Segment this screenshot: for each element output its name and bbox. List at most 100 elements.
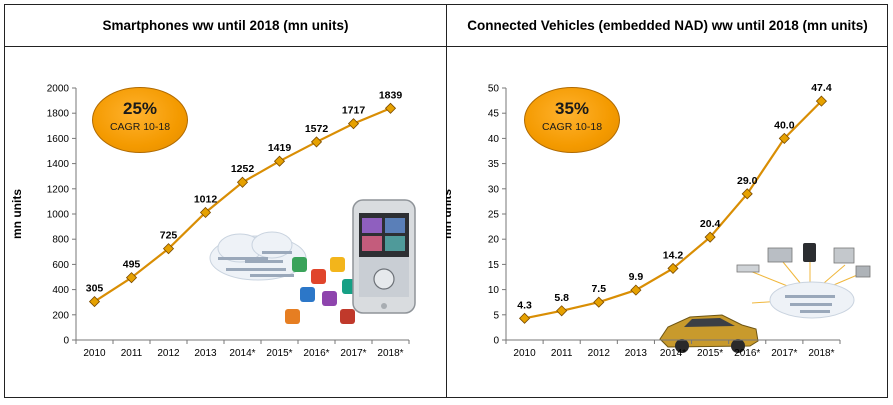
- y-tick-label: 50: [488, 84, 500, 95]
- data-label: 4.3: [517, 299, 532, 311]
- y-tick-label: 1400: [47, 159, 70, 170]
- screen-tile: [362, 218, 382, 233]
- cagr-value: 25%: [122, 99, 158, 118]
- x-tick-label: 2012: [588, 348, 611, 359]
- cloud-text-line: [785, 295, 835, 298]
- server-icon: [767, 247, 793, 263]
- data-label: 7.5: [591, 283, 606, 295]
- x-tick-label: 2010: [513, 348, 536, 359]
- x-tick-label: 2017*: [771, 348, 797, 359]
- data-point-marker: [667, 262, 679, 274]
- smartphone-cloud-illustration: [209, 199, 416, 324]
- device-icon: [855, 265, 871, 278]
- data-point-marker: [236, 176, 249, 188]
- data-point-marker: [199, 206, 212, 219]
- cagr-value: 35%: [554, 99, 590, 118]
- data-point-marker: [125, 272, 138, 284]
- data-label: 1252: [231, 163, 255, 175]
- y-tick-label: 15: [488, 260, 500, 271]
- y-tick-label: 5: [493, 310, 499, 321]
- y-tick-label: 800: [52, 235, 69, 246]
- x-tick-label: 2015*: [697, 348, 723, 359]
- screen-tile: [385, 236, 405, 251]
- data-point-marker: [310, 136, 323, 148]
- data-point-marker: [347, 118, 360, 130]
- screen-tile: [385, 218, 405, 233]
- data-label: 725: [160, 230, 178, 242]
- x-tick-label: 2014*: [660, 348, 686, 359]
- data-point-marker: [88, 296, 101, 308]
- app-icon: [292, 257, 307, 272]
- app-icon: [322, 291, 337, 306]
- app-icon: [340, 309, 355, 324]
- panel-divider: [446, 4, 447, 398]
- phone-icon: [803, 243, 816, 262]
- cagr-label: CAGR 10-18: [109, 121, 171, 133]
- chart-title-connected-vehicles: Connected Vehicles (embedded NAD) ww unt…: [467, 18, 868, 33]
- cloud-text-line: [218, 257, 268, 260]
- y-axis-title: mn units: [10, 189, 24, 239]
- data-label: 5.8: [554, 292, 569, 304]
- y-tick-label: 20: [488, 235, 500, 246]
- computer-icon: [833, 247, 855, 264]
- cagr-label: CAGR 10-18: [541, 121, 603, 133]
- x-tick-label: 2017*: [340, 348, 366, 359]
- x-tick-label: 2010: [83, 348, 106, 359]
- connected-car-illustration: [659, 243, 871, 353]
- cloud-text-line: [250, 274, 294, 277]
- app-icon: [300, 287, 315, 302]
- y-tick-label: 600: [52, 260, 69, 271]
- x-tick-label: 2011: [551, 348, 573, 359]
- y-tick-label: 2000: [47, 84, 70, 95]
- data-label: 305: [86, 283, 104, 295]
- data-label: 1419: [268, 142, 292, 154]
- globe-icon: [373, 268, 395, 290]
- cloud-text-line: [262, 251, 292, 254]
- x-tick-label: 2016*: [734, 348, 760, 359]
- y-axis-title: mn units: [446, 189, 454, 239]
- y-tick-label: 1000: [47, 210, 70, 221]
- cloud-text-line: [800, 310, 830, 313]
- car-wheel: [731, 339, 745, 353]
- smartphones-line-chart: 0 200 400 600 800 1000 1200 1400 1600 1800 2000 201…: [10, 84, 416, 359]
- x-tick-label: 2011: [121, 348, 143, 359]
- cloud-text-line: [790, 303, 832, 306]
- data-point-marker: [704, 231, 716, 243]
- home-button: [381, 303, 387, 309]
- data-label: 1717: [342, 105, 366, 117]
- chart-title-smartphones: Smartphones ww until 2018 (mn units): [102, 18, 349, 33]
- y-tick-label: 25: [488, 210, 500, 221]
- x-tick-label: 2012: [157, 348, 180, 359]
- data-label: 14.2: [663, 249, 684, 261]
- screen-tile: [362, 236, 382, 251]
- data-label: 1012: [194, 193, 218, 205]
- x-tick-label: 2016*: [303, 348, 329, 359]
- data-point-marker: [741, 188, 753, 200]
- car-icon: [659, 314, 759, 348]
- x-tick-label: 2018*: [808, 348, 834, 359]
- y-tick-label: 400: [52, 285, 69, 296]
- cloud-text-line: [226, 268, 286, 271]
- cloud-icon: [769, 281, 855, 319]
- data-label: 29.0: [737, 175, 758, 187]
- data-point-marker: [556, 305, 568, 317]
- x-tick-label: 2018*: [377, 348, 403, 359]
- y-tick-label: 1600: [47, 134, 70, 145]
- y-tick-label: 10: [488, 285, 500, 296]
- app-icon: [330, 257, 345, 272]
- x-tick-label: 2013: [625, 348, 648, 359]
- cloud-text-line: [245, 260, 283, 263]
- data-label: 495: [123, 259, 141, 271]
- y-tick-label: 35: [488, 159, 500, 170]
- y-tick-label: 40: [488, 134, 500, 145]
- connected-vehicles-line-chart: 0 5 10 15 20 25 30 35 40 45 50 2010 2011 2012 2013 2014…: [446, 82, 871, 359]
- data-label: 20.4: [700, 218, 721, 230]
- cloud-puff: [251, 231, 293, 259]
- y-tick-label: 1800: [47, 109, 70, 120]
- x-tick-label: 2014*: [229, 348, 255, 359]
- data-label: 1572: [305, 123, 329, 135]
- data-label: 9.9: [629, 271, 644, 283]
- y-tick-label: 45: [488, 109, 500, 120]
- app-icon: [311, 269, 326, 284]
- data-point-marker: [778, 132, 790, 144]
